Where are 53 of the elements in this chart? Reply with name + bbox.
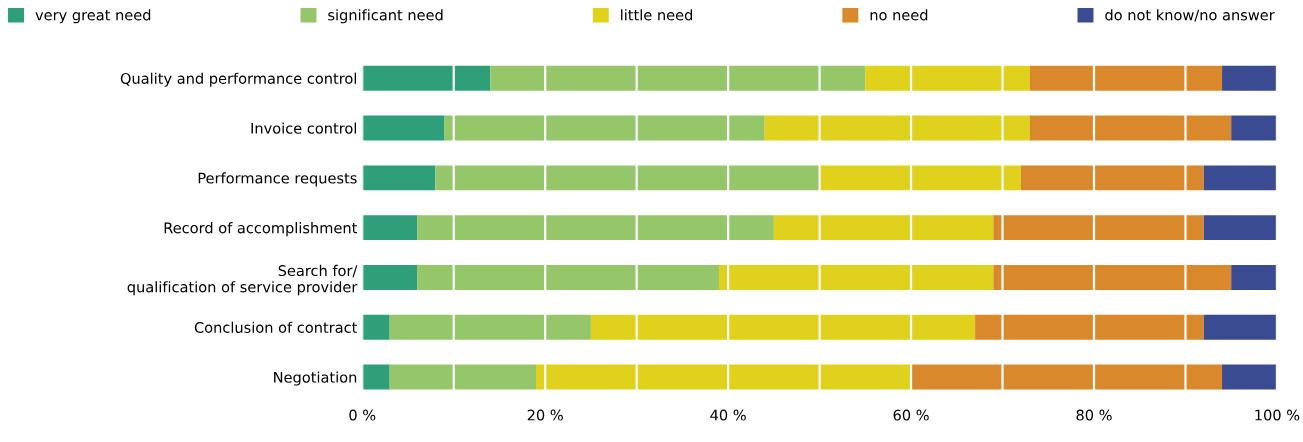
bar (1029, 115, 1232, 141)
legend-label: very great need (35, 9, 151, 24)
bar (362, 115, 445, 141)
legend-label: no need (870, 9, 928, 21)
bar (389, 314, 591, 340)
x-tick-label: 40 % (710, 409, 746, 421)
bar (362, 165, 436, 191)
bar (819, 165, 1021, 191)
bar (1231, 264, 1277, 290)
y-tick-label: Negotiation (274, 371, 357, 386)
bar (362, 314, 390, 340)
bar (865, 65, 1030, 91)
bar (490, 65, 866, 91)
x-tick-label: 60 % (893, 409, 929, 421)
bar (993, 215, 1204, 241)
bar (389, 364, 537, 390)
legend-label: do not know/no answer (1105, 9, 1275, 22)
y-tick-label: Invoice control (251, 122, 356, 134)
bar (1231, 115, 1277, 141)
bar (362, 364, 390, 390)
bar (444, 115, 765, 141)
bar (362, 264, 418, 290)
y-tick-label: Search for/ qualification of service provider (127, 264, 358, 296)
bar (536, 364, 912, 390)
legend-label: little need (621, 9, 693, 21)
y-tick-label: Quality and performance control (120, 72, 356, 87)
y-tick-label: Conclusion of contract (194, 321, 358, 333)
bar (1222, 364, 1277, 390)
bar (975, 314, 1204, 340)
bar (1020, 165, 1204, 191)
x-tick-label: 100 % (1255, 409, 1300, 421)
bar (993, 264, 1232, 290)
bar (1029, 65, 1223, 91)
bar (773, 215, 994, 241)
x-tick-label: 0 % (349, 409, 376, 421)
bar (1203, 314, 1277, 340)
x-tick-label: 20 % (527, 409, 563, 421)
bar (362, 215, 418, 241)
bar (435, 165, 820, 191)
y-tick-label: Record of accomplishment (164, 222, 358, 237)
bar (911, 364, 1223, 390)
bar (362, 65, 491, 91)
legend-label: significant need (328, 9, 443, 24)
bar (417, 264, 719, 290)
y-tick-label: Performance requests (198, 172, 357, 187)
bar (1203, 215, 1277, 241)
x-tick-label: 80 % (1076, 409, 1112, 421)
bar (1203, 165, 1277, 191)
bar (590, 314, 976, 340)
bar (1222, 65, 1277, 91)
bar (764, 115, 1030, 141)
bar (417, 215, 774, 241)
bar (718, 264, 994, 290)
